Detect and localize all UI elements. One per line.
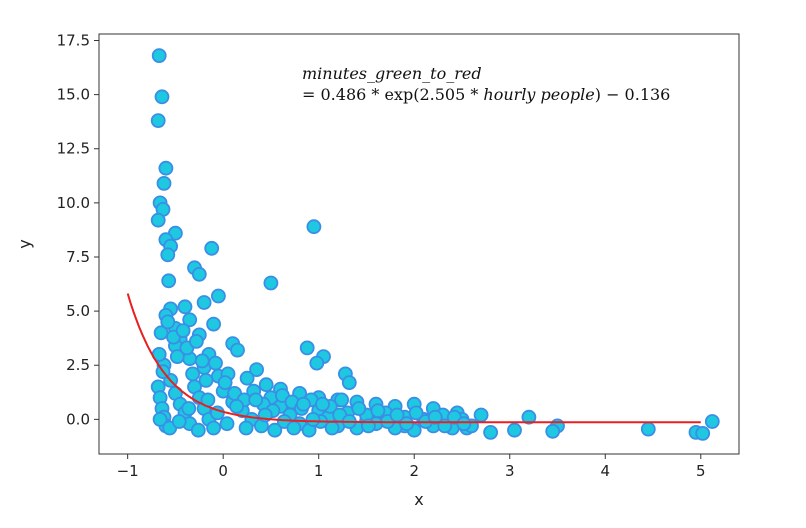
data-point [267,422,283,438]
data-point [341,375,357,391]
data-point [171,414,187,429]
data-points-group [150,48,720,441]
data-point [507,422,522,438]
data-point [150,212,166,228]
fit-curve-group [126,293,701,424]
data-point [545,423,561,439]
y-tick-label: 0.0 [66,410,90,428]
data-point [175,323,191,339]
data-point [263,275,279,291]
y-tick-label: 5.0 [66,302,90,320]
x-tick-label: 2 [409,462,419,480]
y-tick-label: 2.5 [66,356,90,374]
data-point [306,219,322,235]
x-tick-label: 0 [218,462,228,480]
y-axis-label: y [15,239,34,248]
data-point [188,333,204,349]
data-point [295,396,311,412]
y-tick-label: 7.5 [66,248,90,266]
data-point [185,366,201,382]
equation-line-2: = 0.486 * exp(2.505 * hourly people) − 0… [302,85,670,104]
data-point [150,113,166,128]
data-point [324,420,340,436]
data-point [408,405,424,421]
data-point [238,420,254,436]
data-point [156,175,172,191]
data-point [695,425,711,441]
data-point [640,421,656,437]
data-point [219,416,235,432]
data-point [204,240,220,256]
equation-line-2-prefix: = 0.486 * exp(2.505 * [302,85,483,104]
data-point [191,266,207,282]
data-point [427,409,443,425]
data-point [161,273,177,289]
data-point [704,414,720,429]
y-tick-label: 17.5 [57,31,90,49]
data-point [473,407,489,423]
data-point [217,375,233,391]
data-point [399,416,415,432]
data-point [158,160,174,176]
data-point [351,401,367,416]
equation-line-1: minutes_green_to_red [302,64,482,83]
data-point [181,401,197,416]
data-point [230,342,245,358]
x-tick-label: 3 [505,462,515,480]
data-point [370,403,386,419]
data-point [315,396,330,412]
equation-line-2-suffix: ) − 0.136 [595,85,671,104]
data-point [258,377,274,393]
data-point [182,312,198,328]
data-point [249,362,265,378]
data-point [248,392,264,408]
x-axis-label: x [414,490,423,509]
x-tick-label: 5 [696,462,706,480]
x-tick-label: −1 [117,462,139,480]
data-point [160,314,176,330]
equation-annotation: minutes_green_to_red = 0.486 * exp(2.505… [302,64,670,104]
x-tick-label: 4 [600,462,610,480]
data-point [456,416,472,432]
y-tick-label: 15.0 [57,86,90,104]
y-tick-label: 10.0 [57,194,90,212]
data-point [169,349,185,365]
data-point [210,288,226,304]
data-point [177,299,193,315]
data-point [239,370,255,386]
data-point [152,411,168,427]
y-tick-label: 12.5 [57,140,90,158]
data-point [521,409,537,425]
x-tick-label: 1 [314,462,324,480]
y-axis: 0.0 2.5 5.0 7.5 10.0 12.5 15.0 17.5 [57,31,99,428]
data-point [299,340,315,356]
data-point [196,295,212,310]
data-point [305,411,321,427]
data-point [229,398,245,414]
data-point [334,392,350,408]
data-point [286,420,302,436]
data-point [208,355,223,371]
data-point [309,355,325,371]
data-point [206,316,222,332]
data-point [154,89,170,105]
data-point [483,424,499,440]
data-point [198,372,214,388]
x-axis: −1 0 1 2 3 4 5 [117,454,706,480]
data-point [206,420,222,436]
data-point [194,353,210,369]
fit-curve [126,293,701,424]
data-point [160,247,176,263]
equation-line-2-variable: hourly people [483,85,594,104]
data-point [151,48,167,63]
data-point [190,422,206,438]
